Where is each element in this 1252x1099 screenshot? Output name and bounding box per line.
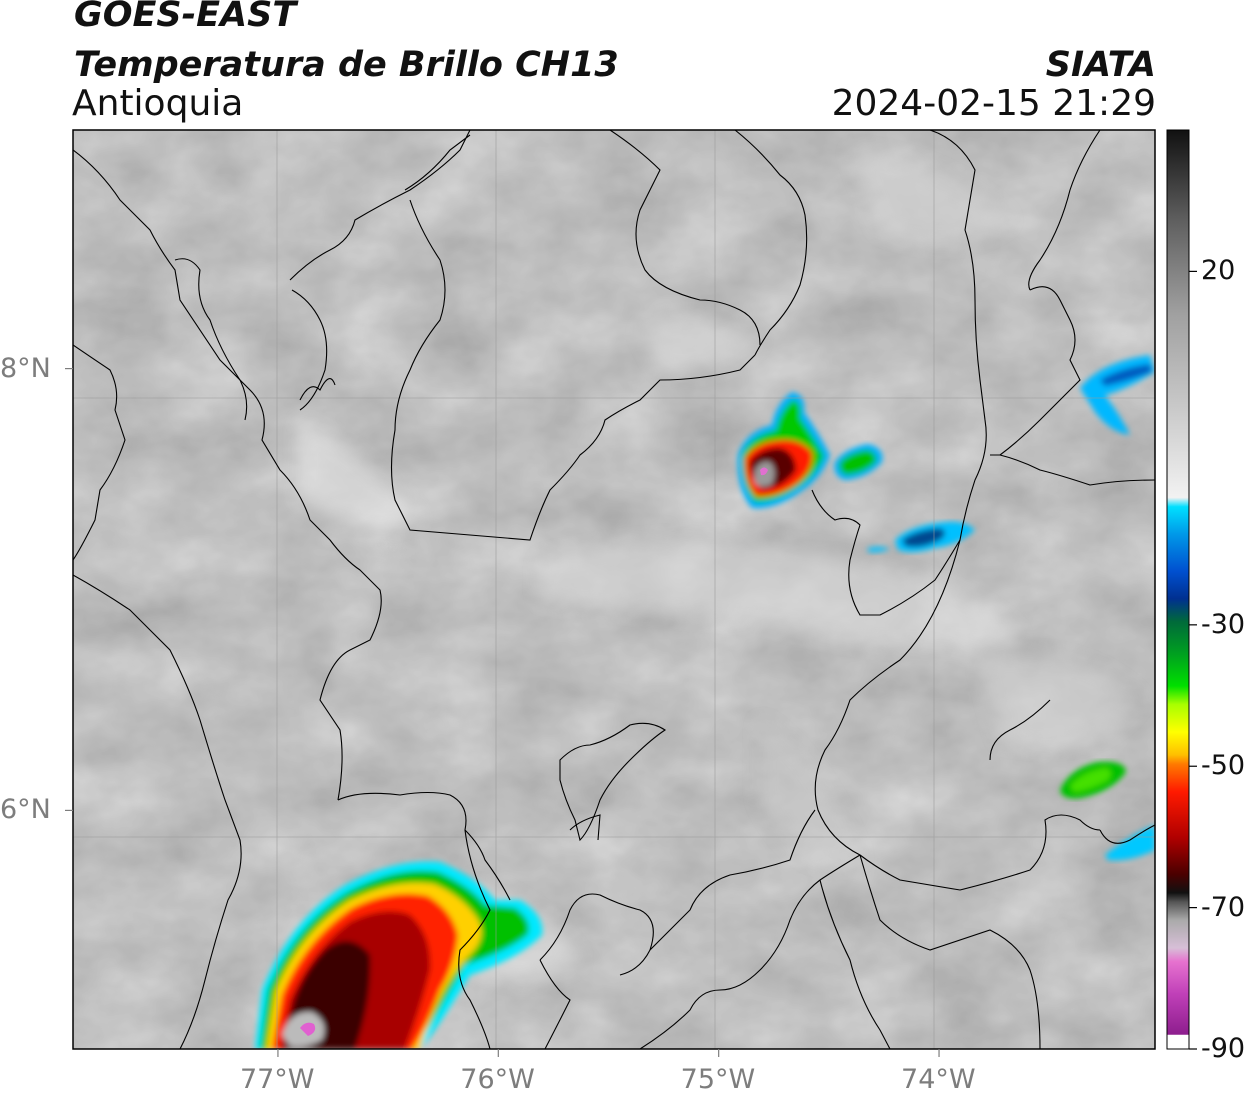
colorbar-tick-label: -50 [1201, 750, 1246, 782]
colorbar-tick-label: -90 [1201, 1033, 1246, 1064]
brightness-temperature-field [73, 130, 1155, 1049]
colorbar-tick-label: 20 [1201, 255, 1236, 287]
graticule [73, 130, 1155, 1049]
map-frame [72, 129, 1156, 1050]
product-title: Temperatura de Brillo CH13 [74, 45, 619, 85]
y-axis-ticks [65, 367, 73, 812]
boundaries [73, 130, 1155, 1049]
y-tick-label: 8°N [0, 352, 51, 384]
colorbar [1166, 129, 1190, 1050]
region-label: Antioquia [72, 83, 244, 124]
colorbar-ticks [1189, 270, 1197, 1050]
x-tick-label: 74°W [901, 1064, 976, 1095]
x-axis-ticks [277, 1049, 940, 1057]
colorbar-tick-label: -30 [1201, 608, 1246, 640]
organization-label: SIATA [1045, 45, 1156, 85]
datetime-label: 2024-02-15 21:29 [831, 83, 1156, 124]
x-tick-label: 77°W [239, 1064, 315, 1095]
colorbar-tick-label: -70 [1201, 891, 1246, 923]
x-tick-label: 75°W [680, 1064, 756, 1095]
satellite-title: GOES-EAST [74, 0, 297, 35]
x-tick-label: 76°W [460, 1064, 535, 1095]
y-tick-label: 6°N [0, 794, 51, 826]
convective-cells [255, 355, 1155, 1049]
